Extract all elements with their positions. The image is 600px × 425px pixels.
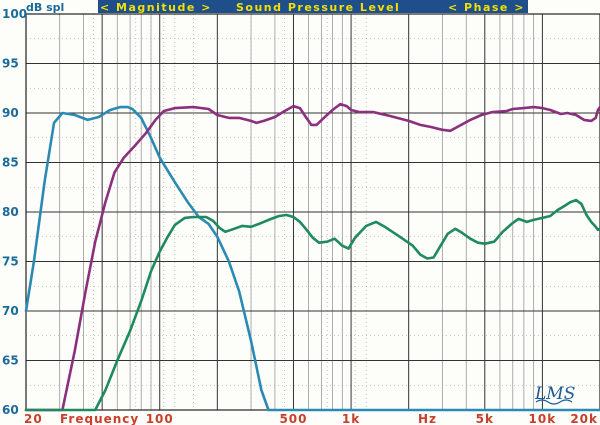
header-phase: < Phase > [448, 1, 525, 14]
y-tick-label: 95 [2, 57, 19, 71]
y-tick-label: 80 [2, 205, 19, 219]
y-tick-label: 60 [2, 403, 19, 417]
y-axis-unit: dB spl [26, 1, 64, 14]
y-tick-label: 70 [2, 304, 19, 318]
y-tick-label: 85 [2, 156, 19, 170]
series-line-2 [24, 102, 600, 412]
y-tick-label: 65 [2, 354, 19, 368]
y-tick-label: 75 [2, 255, 19, 269]
x-axis-label-hz: Hz [418, 412, 437, 425]
lms-logo: LMS [534, 384, 575, 404]
header-magnitude: < Magnitude > [100, 1, 212, 14]
x-tick-label: 5k [476, 412, 494, 425]
lms-logo-wave [535, 399, 573, 405]
series-line-1 [24, 105, 600, 412]
x-axis-label-frequency: Frequency [60, 412, 139, 425]
y-tick-label: 100 [2, 7, 27, 21]
x-tick-label: 1k [342, 412, 360, 425]
x-tick-label: 100 [146, 412, 174, 425]
x-tick-labels: 20 100 500 1k 5k 10k 20k [24, 412, 598, 425]
series-lines [24, 102, 600, 412]
y-tick-labels: 60 65 70 75 80 85 90 95 100 [2, 7, 27, 417]
x-tick-label: 20k [570, 412, 598, 425]
x-tick-label: 500 [279, 412, 307, 425]
x-tick-label: 10k [529, 412, 557, 425]
header-sound-pressure-level: Sound Pressure Level [236, 1, 400, 14]
x-tick-label: 20 [24, 412, 43, 425]
header-bar [98, 0, 528, 13]
series-line-3 [24, 198, 600, 412]
y-tick-label: 90 [2, 106, 19, 120]
